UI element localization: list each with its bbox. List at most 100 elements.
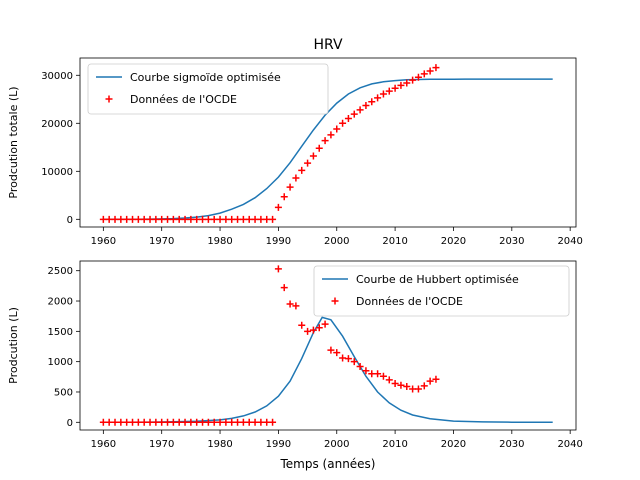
y-tick-label: 20000 [41,119,73,130]
data-point-marker [152,418,160,426]
data-point-marker [164,418,172,426]
data-point-marker [286,300,294,308]
data-point-marker [228,418,236,426]
data-point-marker [403,79,411,87]
top-axes: 1960 1970 1980 1990 2000 2010 2020 2030 2040 0 100… [7,57,583,247]
axes-frame [79,260,577,431]
x-tick-label: 2000 [324,439,349,450]
legend-label: Courbe sigmoïde optimisée [130,71,281,84]
x-axis-label: Temps (années) [280,457,376,471]
data-point-marker [222,418,230,426]
data-point-marker [403,383,411,391]
data-point-marker [414,73,422,81]
x-tick-label: 1990 [266,439,291,450]
data-point-marker [239,418,247,426]
data-point-marker [339,119,347,127]
data-point-marker [426,377,434,385]
data-point-marker [409,385,417,393]
data-point-marker [333,349,341,357]
data-point-marker [234,215,242,223]
legend: Courbe sigmoïde optimisée Données de l'OC… [87,63,329,115]
data-point-marker [356,106,364,114]
data-point-marker [397,381,405,389]
data-point-marker [368,370,376,378]
legend-box [87,63,329,115]
data-point-marker [304,159,312,167]
data-point-marker [129,418,137,426]
data-point-marker [169,215,177,223]
data-point-marker [181,418,189,426]
data-point-marker [309,152,317,160]
y-tick-label: 500 [54,387,73,398]
data-point-marker [111,418,119,426]
x-tick-label: 2000 [324,236,349,247]
data-point-marker [251,418,259,426]
data-point-marker [140,418,148,426]
data-point-marker [181,215,189,223]
legend-marker-swatch [105,95,113,103]
data-point-marker [420,382,428,390]
data-point-marker [269,418,277,426]
data-point-marker [199,418,207,426]
data-point-marker [158,215,166,223]
data-point-marker [134,215,142,223]
data-point-marker [292,174,300,182]
data-point-marker [152,215,160,223]
legend: Courbe de Hubbert optimisée Données de l'… [313,265,570,317]
data-point-marker [111,215,119,223]
data-point-marker [309,326,317,334]
data-point-marker [216,215,224,223]
data-point-marker [362,102,370,110]
legend-box [313,265,570,317]
data-point-marker [397,81,405,89]
data-point-marker [280,284,288,292]
data-point-marker [280,193,288,201]
data-point-marker [187,418,195,426]
data-point-marker [239,215,247,223]
data-point-marker [409,76,417,84]
x-tick-label: 2040 [557,439,582,450]
data-point-marker [245,215,253,223]
data-point-marker [105,418,113,426]
x-tick-label: 1980 [207,439,232,450]
data-point-marker [298,321,306,329]
data-point-marker [339,354,347,362]
data-point-marker [385,87,393,95]
data-point-marker [321,320,329,328]
data-point-marker [234,418,242,426]
x-tick-label: 1990 [266,236,291,247]
data-point-marker [129,215,137,223]
data-point-marker [315,324,323,332]
data-point-marker [187,215,195,223]
data-point-marker [146,418,154,426]
data-point-marker [210,215,218,223]
data-point-marker [333,125,341,133]
data-point-marker [374,370,382,378]
x-tick-label: 2010 [382,439,407,450]
y-axis-label: Prodcution totale (L) [7,86,20,198]
data-point-marker [245,418,253,426]
figure-title: HRV [313,37,342,53]
series-line [103,78,553,221]
x-tick-label: 1970 [149,439,174,450]
data-point-marker [99,215,107,223]
data-point-marker [368,98,376,106]
data-point-marker [432,375,440,383]
data-point-marker [193,215,201,223]
legend-label: Courbe de Hubbert optimisée [356,273,519,286]
data-point-marker [350,110,358,118]
data-point-marker [385,376,393,384]
y-tick-label: 1500 [48,327,73,338]
data-point-marker [123,215,131,223]
x-tick-label: 1960 [91,236,116,247]
y-tick-label: 0 [67,418,73,429]
data-point-marker [344,114,352,122]
data-point-marker [222,215,230,223]
data-point-marker [99,418,107,426]
x-tick-label: 2030 [499,439,524,450]
data-point-marker [263,418,271,426]
data-point-marker [169,418,177,426]
data-point-marker [286,183,294,191]
data-point-marker [327,346,335,354]
